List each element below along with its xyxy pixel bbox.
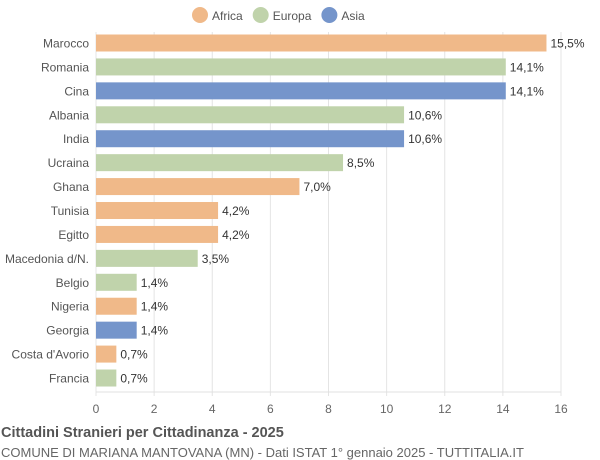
category-label: Nigeria — [51, 300, 89, 314]
x-tick-label: 10 — [380, 402, 394, 416]
category-label: Cina — [64, 84, 89, 98]
bar — [96, 249, 198, 267]
chart-subtitle: COMUNE DI MARIANA MANTOVANA (MN) - Dati … — [1, 445, 524, 460]
category-label: Macedonia d/N. — [5, 252, 89, 266]
x-tick-label: 8 — [325, 402, 332, 416]
data-label: 10,6% — [408, 132, 442, 146]
bar — [96, 106, 405, 124]
data-label: 4,2% — [222, 228, 250, 242]
category-label: Tunisia — [51, 204, 90, 218]
data-label: 0,7% — [120, 372, 148, 386]
data-label: 15,5% — [550, 37, 584, 51]
data-label: 1,4% — [141, 276, 169, 290]
category-label: Georgia — [46, 324, 89, 338]
legend-label-africa: Africa — [212, 9, 243, 23]
bar — [96, 225, 219, 243]
x-tick-label: 4 — [209, 402, 216, 416]
data-label: 14,1% — [510, 60, 544, 74]
data-label: 7,0% — [303, 180, 331, 194]
bar — [96, 82, 506, 100]
bar — [96, 273, 137, 291]
bar — [96, 58, 506, 76]
bar — [96, 178, 300, 196]
category-label: Ucraina — [48, 156, 90, 170]
bar — [96, 345, 117, 363]
legend-label-asia: Asia — [341, 9, 365, 23]
category-label: Romania — [41, 60, 89, 74]
bar — [96, 321, 137, 339]
bar — [96, 297, 137, 315]
data-label: 3,5% — [202, 252, 230, 266]
x-tick-label: 12 — [438, 402, 452, 416]
legend-marker-europa — [252, 7, 269, 23]
x-tick-label: 14 — [496, 402, 510, 416]
category-label: Albania — [49, 108, 89, 122]
x-tick-label: 0 — [93, 402, 100, 416]
bar — [96, 34, 547, 52]
category-label: Francia — [49, 372, 89, 386]
data-label: 8,5% — [347, 156, 375, 170]
legend-marker-asia — [321, 7, 338, 23]
category-label: Egitto — [58, 228, 89, 242]
category-label: Costa d'Avorio — [12, 348, 90, 362]
x-tick-label: 6 — [267, 402, 274, 416]
data-label: 0,7% — [120, 348, 148, 362]
data-label: 10,6% — [408, 108, 442, 122]
bar — [96, 130, 405, 148]
data-label: 4,2% — [222, 204, 250, 218]
x-tick-label: 16 — [554, 402, 568, 416]
data-label: 1,4% — [141, 324, 169, 338]
data-label: 14,1% — [510, 84, 544, 98]
category-label: Belgio — [56, 276, 90, 290]
bar — [96, 202, 219, 220]
category-label: Ghana — [53, 180, 89, 194]
chart-title: Cittadini Stranieri per Cittadinanza - 2… — [1, 425, 284, 441]
category-label: India — [63, 132, 89, 146]
category-label: Marocco — [43, 37, 89, 51]
bar — [96, 154, 344, 172]
bar — [96, 369, 117, 387]
legend-marker-africa — [192, 7, 208, 23]
legend-label-europa: Europa — [273, 9, 312, 23]
data-label: 1,4% — [141, 300, 169, 314]
x-tick-label: 2 — [151, 402, 158, 416]
